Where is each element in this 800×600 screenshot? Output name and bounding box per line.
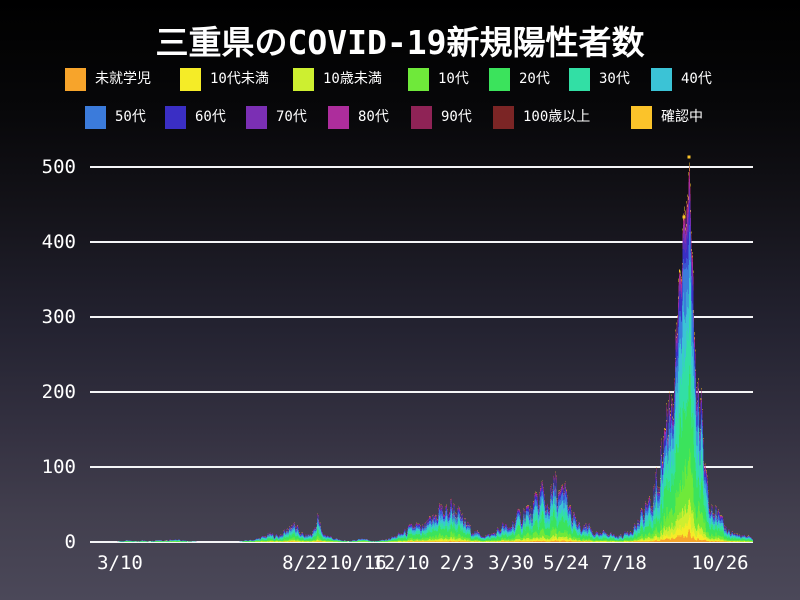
x-tick-label-2-3: 2/3 bbox=[439, 552, 475, 574]
series-未就学児 bbox=[90, 528, 753, 542]
y-tick-label-500: 500 bbox=[41, 156, 76, 178]
peak-marker-0 bbox=[687, 155, 691, 159]
legend-item-40代: 40代 bbox=[651, 68, 712, 91]
x-tick-label-3-30: 3/30 bbox=[488, 552, 534, 574]
legend-label: 10代未満 bbox=[210, 71, 269, 87]
legend-label: 確認中 bbox=[661, 109, 703, 125]
legend-item-60代: 60代 bbox=[165, 106, 226, 129]
series-60代 bbox=[90, 202, 753, 542]
legend-label: 10歳未満 bbox=[323, 71, 382, 87]
series-100歳以上 bbox=[90, 163, 753, 542]
legend-label: 40代 bbox=[681, 71, 712, 87]
legend-swatch-icon bbox=[411, 106, 432, 129]
x-tick-label-5-24: 5/24 bbox=[543, 552, 589, 574]
x-tick-label-10-16: 10/16 bbox=[329, 552, 387, 574]
legend-swatch-icon bbox=[328, 106, 349, 129]
legend-item-10代: 10代 bbox=[408, 68, 469, 91]
legend-label: 未就学児 bbox=[95, 71, 151, 87]
legend-label: 60代 bbox=[195, 109, 226, 125]
x-tick-label-3-10: 3/10 bbox=[97, 552, 143, 574]
gridline-200 bbox=[90, 391, 753, 393]
series-確認中 bbox=[90, 159, 753, 542]
gridline-500 bbox=[90, 166, 753, 168]
legend-swatch-icon bbox=[85, 106, 106, 129]
legend-swatch-icon bbox=[651, 68, 672, 91]
legend-item-30代: 30代 bbox=[569, 68, 630, 91]
chart-title: 三重県のCOVID-19新規陽性者数 bbox=[155, 23, 645, 62]
legend-swatch-icon bbox=[180, 68, 201, 91]
legend-label: 100歳以上 bbox=[523, 109, 591, 125]
legend-label: 10代 bbox=[438, 71, 469, 87]
legend-item-10代未満: 10代未満 bbox=[180, 68, 269, 91]
series-70代 bbox=[90, 188, 753, 543]
legend-item-10歳未満: 10歳未満 bbox=[293, 68, 382, 91]
legend-swatch-icon bbox=[65, 68, 86, 91]
legend-item-70代: 70代 bbox=[246, 106, 307, 129]
legend-item-確認中: 確認中 bbox=[631, 106, 703, 129]
x-tick-label-12-10: 12/10 bbox=[372, 552, 430, 574]
chart-plot bbox=[90, 155, 753, 543]
legend-swatch-icon bbox=[493, 106, 514, 129]
legend-label: 90代 bbox=[441, 109, 472, 125]
legend-item-20代: 20代 bbox=[489, 68, 550, 91]
y-tick-label-0: 0 bbox=[64, 531, 76, 553]
legend-label: 70代 bbox=[276, 109, 307, 125]
series-80代 bbox=[90, 169, 753, 542]
legend-item-90代: 90代 bbox=[411, 106, 472, 129]
legend-swatch-icon bbox=[408, 68, 429, 91]
legend-swatch-icon bbox=[246, 106, 267, 129]
x-tick-label-8-22: 8/22 bbox=[282, 552, 328, 574]
legend-swatch-icon bbox=[489, 68, 510, 91]
legend-item-50代: 50代 bbox=[85, 106, 146, 129]
legend-swatch-icon bbox=[293, 68, 314, 91]
peak-marker-1 bbox=[682, 215, 686, 219]
legend-swatch-icon bbox=[569, 68, 590, 91]
legend-swatch-icon bbox=[165, 106, 186, 129]
legend-label: 80代 bbox=[358, 109, 389, 125]
legend-label: 50代 bbox=[115, 109, 146, 125]
y-tick-label-100: 100 bbox=[41, 456, 76, 478]
legend-item-未就学児: 未就学児 bbox=[65, 68, 151, 91]
y-tick-label-300: 300 bbox=[41, 306, 76, 328]
y-tick-label-400: 400 bbox=[41, 231, 76, 253]
x-tick-label-10-26: 10/26 bbox=[691, 552, 749, 574]
gridline-400 bbox=[90, 241, 753, 243]
legend-label: 20代 bbox=[519, 71, 550, 87]
y-tick-label-200: 200 bbox=[41, 381, 76, 403]
gridline-100 bbox=[90, 466, 753, 468]
legend-item-100歳以上: 100歳以上 bbox=[493, 106, 590, 129]
legend-label: 30代 bbox=[599, 71, 630, 87]
gridline-300 bbox=[90, 316, 753, 318]
legend-swatch-icon bbox=[631, 106, 652, 129]
legend-item-80代: 80代 bbox=[328, 106, 389, 129]
series-90代 bbox=[90, 165, 753, 542]
x-tick-label-7-18: 7/18 bbox=[601, 552, 647, 574]
